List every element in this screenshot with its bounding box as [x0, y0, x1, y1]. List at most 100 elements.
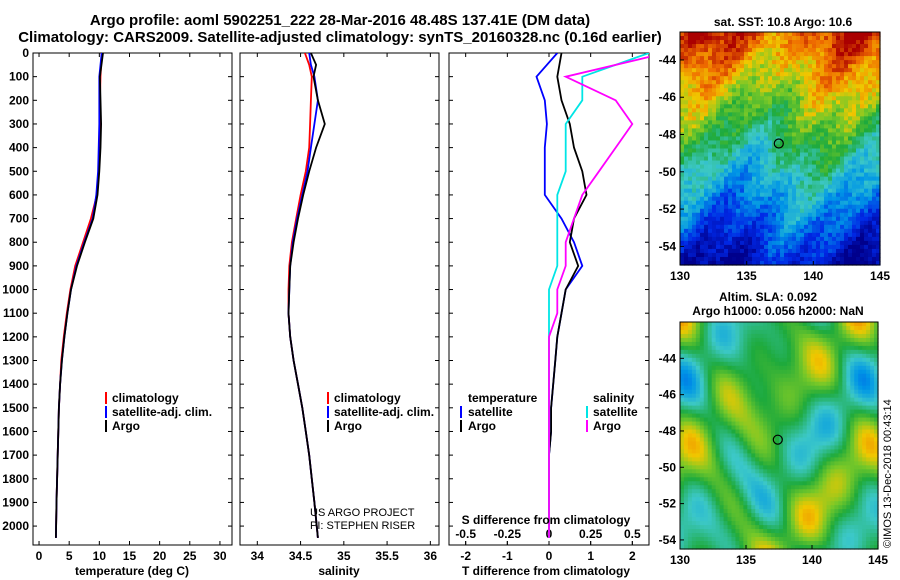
heatmap-cell: [808, 68, 813, 73]
heatmap-cell: [699, 397, 705, 403]
heatmap-cell: [854, 345, 859, 351]
heatmap-cell: [760, 248, 765, 254]
heatmap-cell: [854, 329, 859, 335]
heatmap-cell: [782, 349, 788, 355]
heatmap-cell: [756, 44, 761, 49]
heatmap-cell: [814, 369, 820, 375]
heatmap-cell: [699, 441, 705, 447]
heatmap-cell: [788, 72, 793, 77]
heatmap-cell: [808, 152, 813, 158]
heatmap-cell: [755, 413, 760, 419]
heatmap-cell: [700, 260, 705, 266]
heatmap-cell: [776, 36, 781, 41]
heatmap-cell: [796, 252, 801, 258]
heatmap-cell: [779, 333, 784, 339]
heatmap-cell: [864, 32, 869, 37]
heatmap-cell: [790, 433, 796, 439]
heatmap-cell: [772, 200, 777, 206]
heatmap-cell: [711, 325, 717, 331]
heatmap-cell: [715, 341, 721, 347]
heatmap-cell: [680, 192, 685, 198]
heatmap-cell: [848, 136, 853, 142]
heatmap-cell: [760, 180, 765, 186]
heatmap-cell: [763, 341, 768, 347]
heatmap-cell: [806, 341, 812, 347]
heatmap-cell: [723, 393, 729, 399]
heatmap-cell: [719, 413, 725, 419]
heatmap-cell: [707, 453, 713, 458]
heatmap-cell: [708, 48, 713, 53]
heatmap-cell: [680, 353, 685, 359]
heatmap-cell: [755, 409, 760, 415]
heatmap-cell: [852, 188, 857, 194]
heatmap-cell: [856, 128, 861, 134]
heatmap-cell: [760, 72, 765, 77]
heatmap-cell: [707, 449, 713, 455]
heatmap-cell: [784, 44, 789, 49]
heatmap-cell: [740, 232, 745, 238]
heatmap-cell: [868, 168, 873, 174]
heatmap-cell: [779, 322, 784, 327]
heatmap-cell: [808, 124, 813, 130]
heatmap-cell: [735, 337, 740, 343]
heatmap-cell: [854, 449, 859, 455]
heatmap-cell: [731, 385, 737, 391]
heatmap-cell: [776, 80, 781, 85]
heatmap-cell: [751, 373, 756, 379]
heatmap-cell: [756, 148, 761, 154]
heatmap-cell: [804, 148, 809, 154]
heatmap-cell: [687, 325, 693, 331]
heatmap-cell: [864, 104, 869, 109]
heatmap-cell: [720, 96, 725, 101]
heatmap-cell: [760, 204, 765, 210]
heatmap-cell: [790, 365, 796, 371]
heatmap-cell: [808, 260, 813, 266]
heatmap-cell: [848, 140, 853, 146]
heatmap-cell: [840, 68, 845, 73]
heatmap-cell: [703, 441, 709, 447]
heatmap-cell: [759, 441, 764, 447]
heatmap-cell: [784, 124, 789, 130]
heatmap-cell: [771, 377, 776, 383]
heatmap-cell: [790, 361, 796, 367]
heatmap-cell: [800, 32, 805, 37]
heatmap-cell: [728, 240, 733, 246]
heatmap-cell: [868, 212, 873, 218]
heatmap-cell: [688, 68, 693, 73]
heatmap-cell: [696, 144, 701, 150]
heatmap-cell: [868, 44, 873, 49]
heatmap-cell: [751, 357, 756, 363]
heatmap-cell: [712, 104, 717, 109]
heatmap-cell: [700, 116, 705, 121]
heatmap-cell: [856, 32, 861, 37]
heatmap-cell: [736, 184, 741, 190]
heatmap-cell: [836, 184, 841, 190]
heatmap-cell: [844, 156, 849, 162]
heatmap-cell: [759, 401, 764, 407]
heatmap-cell: [798, 377, 804, 383]
heatmap-cell: [862, 429, 867, 435]
heatmap-cell: [842, 441, 847, 447]
heatmap-cell: [771, 445, 776, 451]
heatmap-cell: [764, 200, 769, 206]
heatmap-cell: [858, 405, 863, 411]
heatmap-cell: [755, 381, 760, 387]
heatmap-cell: [792, 116, 797, 121]
heatmap-cell: [842, 437, 847, 443]
heatmap-cell: [684, 224, 689, 230]
heatmap-cell: [711, 337, 717, 343]
heatmap-cell: [776, 240, 781, 246]
heatmap-cell: [830, 457, 836, 462]
heatmap-cell: [744, 196, 749, 202]
heatmap-cell: [844, 224, 849, 230]
heatmap-cell: [786, 385, 792, 391]
heatmap-cell: [872, 148, 877, 154]
heatmap-cell: [828, 244, 833, 250]
heatmap-cell: [768, 160, 773, 166]
heatmap-cell: [731, 361, 737, 367]
heatmap-cell: [828, 136, 833, 142]
heatmap-cell: [796, 48, 801, 53]
heatmap-cell: [696, 180, 701, 186]
heatmap-cell: [822, 409, 828, 415]
heatmap-cell: [764, 56, 769, 61]
